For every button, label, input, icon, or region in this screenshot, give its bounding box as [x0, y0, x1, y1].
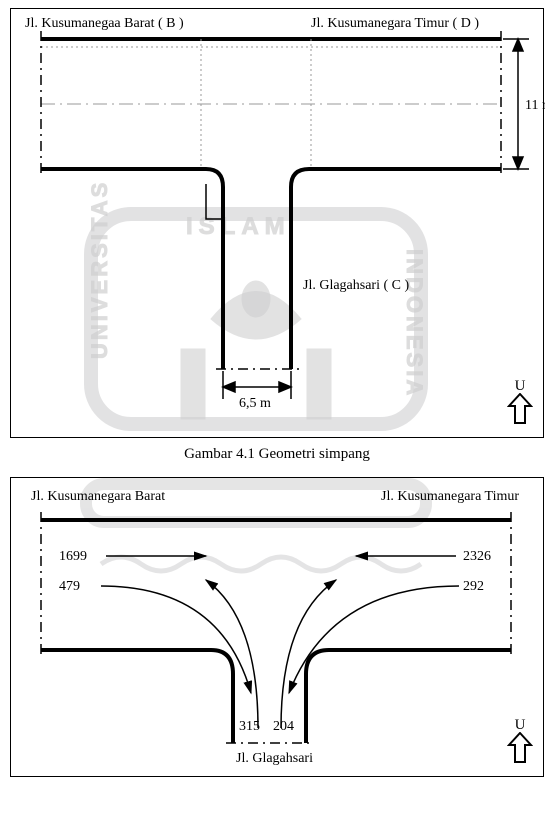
geometry-svg: UNIVERSITAS INDONESIA ISLAM Jl. Kusumane…: [11, 9, 545, 437]
label-south: Jl. Glagahsari ( C ): [303, 278, 409, 293]
figure-flow: Jl. Kusumanegara Barat Jl. Kusumanegara …: [10, 477, 544, 777]
label-west: Jl. Kusumanegaa Barat ( B ): [25, 16, 184, 31]
north-arrow-icon: [507, 393, 533, 425]
wm-right: INDONESIA: [402, 249, 427, 398]
wm-left: UNIVERSITAS: [87, 180, 112, 359]
val-west-turn: 479: [59, 579, 80, 594]
north-indicator-1: U: [507, 378, 533, 425]
edge2-cuts: [41, 512, 511, 658]
dim-65m: [223, 371, 291, 399]
wm-top: ISLAM: [186, 213, 291, 240]
road2-h: [41, 520, 511, 674]
label2-south: Jl. Glagahsari: [236, 751, 313, 766]
dim-11m-label: 11 m: [525, 98, 545, 113]
arrow-south-right: [281, 580, 336, 728]
val-east-thru: 2326: [463, 549, 491, 564]
val-west-thru: 1699: [59, 549, 87, 564]
val-east-turn: 292: [463, 579, 484, 594]
north-indicator-2: U: [507, 717, 533, 764]
figure-geometry: UNIVERSITAS INDONESIA ISLAM Jl. Kusumane…: [10, 8, 544, 438]
val-south-left: 315: [239, 719, 260, 734]
label2-east: Jl. Kusumanegara Timur: [381, 489, 519, 504]
road-horizontal: [41, 39, 501, 187]
arrow-east-turn: [289, 586, 459, 693]
north-arrow-icon-2: [507, 732, 533, 764]
label-east: Jl. Kusumanegara Timur ( D ): [311, 16, 479, 31]
figure1-caption: Gambar 4.1 Geometri simpang: [0, 446, 554, 463]
label2-west: Jl. Kusumanegara Barat: [31, 489, 165, 504]
dim-65m-label: 6,5 m: [239, 396, 271, 411]
val-south-right: 204: [273, 719, 294, 734]
flow-svg: Jl. Kusumanegara Barat Jl. Kusumanegara …: [11, 478, 545, 776]
